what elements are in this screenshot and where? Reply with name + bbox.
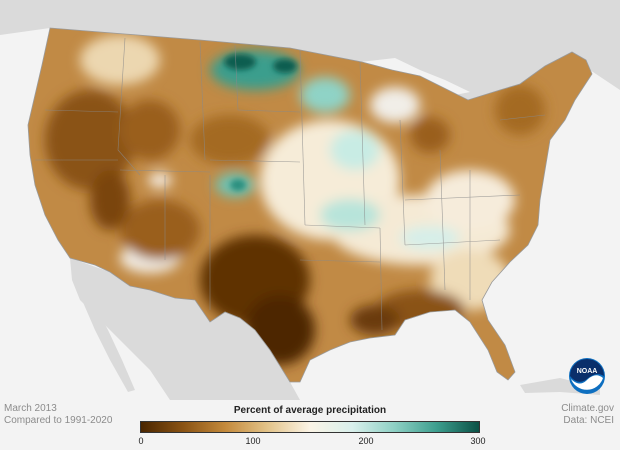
map-caption: March 2013 Compared to 1991-2020 — [4, 403, 112, 427]
canada-land — [0, 0, 620, 100]
caption-baseline: Compared to 1991-2020 — [4, 415, 113, 426]
mexico-land — [70, 258, 300, 400]
credit-source: Data: NCEI — [563, 415, 614, 426]
legend-tick-0: 0 — [138, 436, 144, 446]
legend-tick-200: 200 — [358, 436, 374, 446]
caption-month: March 2013 — [4, 403, 57, 414]
precipitation-wet-core — [224, 54, 297, 191]
legend-color-bar — [140, 421, 480, 433]
credit-site: Climate.gov — [561, 403, 614, 414]
precipitation-field — [45, 35, 545, 365]
map-credit: Climate.gov Data: NCEI — [561, 403, 614, 427]
legend-tick-100: 100 — [245, 436, 261, 446]
baja-peninsula — [75, 270, 135, 392]
logo-text: NOAA — [577, 368, 598, 375]
precipitation-map — [0, 0, 620, 400]
noaa-logo-icon: NOAA — [569, 358, 605, 394]
legend-tick-300: 300 — [470, 436, 486, 446]
legend-title: Percent of average precipitation — [233, 405, 387, 416]
state-borders — [35, 37, 546, 331]
